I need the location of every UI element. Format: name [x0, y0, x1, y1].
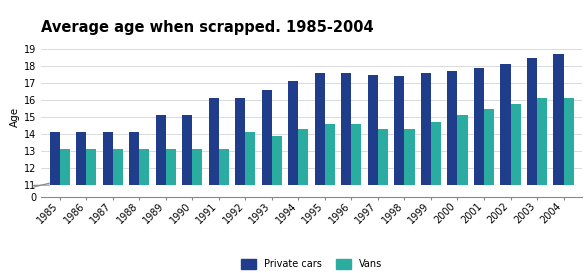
Bar: [395, 76, 405, 273]
Bar: [457, 115, 467, 273]
Bar: [288, 81, 298, 273]
Text: Average age when scrapped. 1985-2004: Average age when scrapped. 1985-2004: [41, 20, 374, 35]
Bar: [49, 132, 60, 273]
Bar: [209, 99, 219, 273]
Bar: [235, 99, 245, 273]
Bar: [553, 54, 563, 273]
Bar: [182, 115, 192, 273]
Bar: [342, 73, 352, 273]
Bar: [421, 73, 431, 273]
Bar: [86, 150, 96, 273]
Bar: [352, 124, 362, 273]
Bar: [103, 132, 113, 273]
Bar: [447, 71, 457, 273]
Bar: [431, 122, 441, 273]
Bar: [405, 129, 415, 273]
Bar: [325, 124, 335, 273]
Bar: [527, 58, 537, 273]
Bar: [129, 132, 139, 273]
Bar: [156, 115, 166, 273]
Bar: [563, 99, 574, 273]
Bar: [245, 132, 255, 273]
Bar: [315, 73, 325, 273]
Bar: [60, 150, 70, 273]
Bar: [368, 75, 378, 273]
Bar: [166, 150, 176, 273]
Bar: [537, 99, 547, 273]
Legend: Private cars, Vans: Private cars, Vans: [238, 255, 386, 273]
Bar: [113, 150, 123, 273]
Bar: [272, 136, 282, 273]
Bar: [484, 109, 494, 273]
Bar: [262, 90, 272, 273]
Bar: [76, 132, 86, 273]
Y-axis label: Age: Age: [10, 107, 20, 127]
Bar: [219, 150, 229, 273]
Bar: [298, 129, 309, 273]
Bar: [474, 68, 484, 273]
Bar: [500, 64, 510, 273]
Bar: [192, 150, 202, 273]
Bar: [510, 103, 520, 273]
Bar: [139, 150, 149, 273]
Bar: [378, 129, 388, 273]
